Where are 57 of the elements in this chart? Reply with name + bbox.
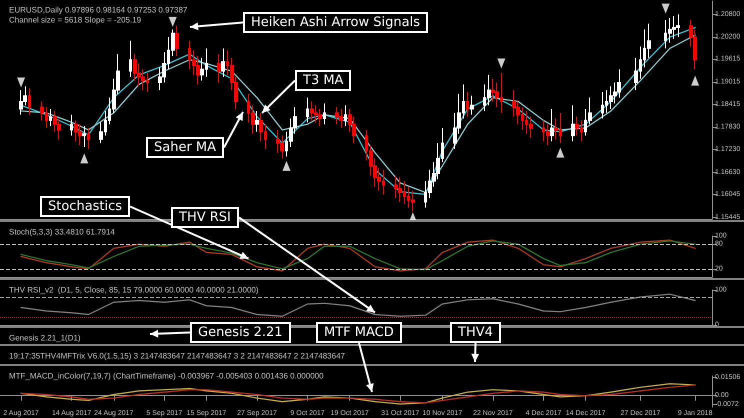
annotation: THV RSI bbox=[171, 207, 239, 228]
point bbox=[282, 160, 290, 171]
annotation: MTF MACD bbox=[316, 322, 402, 343]
candlestick bbox=[571, 104, 575, 142]
line-series bbox=[20, 294, 696, 317]
chart-title: THV RSI_v2 (D1, 5, Close, 85, 15 79.0000 60.0000 40.0000 21.0000) bbox=[9, 286, 259, 294]
candlestick bbox=[129, 40, 132, 78]
candlestick bbox=[676, 14, 680, 38]
annotation: Heiken Ashi Arrow Signals bbox=[243, 12, 428, 33]
chart-title: MTF_MACD_inColor(7,19,7) (ChartTimeframe) -0.003967 -0.005403 0.001436 0.000000 bbox=[9, 372, 324, 380]
text: Channel size = 5618 Slope = -205.19 bbox=[9, 16, 142, 24]
candlestick bbox=[87, 128, 90, 150]
point bbox=[662, 4, 670, 14]
text: Genesis 2.21_1(D1) bbox=[9, 334, 81, 342]
annotation: T3 MA bbox=[295, 70, 352, 91]
candlestick bbox=[609, 86, 613, 110]
candlestick bbox=[217, 54, 221, 84]
point bbox=[691, 76, 700, 86]
point bbox=[497, 58, 506, 69]
candlestick bbox=[78, 124, 82, 146]
candlestick bbox=[19, 90, 23, 116]
candlestick bbox=[74, 120, 78, 142]
chart-title: Stoch(5,3,3) 33.4810 61.7914 bbox=[9, 228, 116, 236]
candlestick bbox=[306, 97, 309, 123]
candlestick bbox=[314, 104, 318, 123]
candlestick bbox=[310, 100, 314, 121]
text: EURUSD,Daily 0.97896 0.98164 0.97253 0.97387 bbox=[9, 6, 188, 14]
candlestick bbox=[470, 95, 474, 116]
candlestick bbox=[221, 48, 225, 78]
point bbox=[168, 16, 177, 27]
candlestick bbox=[601, 91, 604, 120]
candlestick bbox=[344, 104, 347, 127]
annotation: Saher MA bbox=[146, 137, 224, 158]
annotation: Genesis 2.21 bbox=[190, 322, 291, 343]
candlestick bbox=[255, 110, 259, 132]
candlestick bbox=[339, 108, 343, 129]
candlestick bbox=[82, 126, 86, 148]
candlestick bbox=[394, 174, 398, 199]
candlestick bbox=[49, 108, 52, 127]
point bbox=[17, 78, 26, 88]
candlestick bbox=[318, 108, 322, 127]
candlestick bbox=[398, 176, 402, 202]
text: 19:17:35THV4MFTrix V6.0(1.5,15) 3 2147483647 2147483647 3 2 2147483647 2 2147483647 bbox=[9, 352, 346, 360]
candlestick bbox=[550, 108, 554, 142]
candlestick bbox=[70, 114, 73, 136]
candlestick bbox=[175, 25, 179, 56]
annotation: Stochastics bbox=[40, 196, 130, 217]
annotation: THV4 bbox=[450, 322, 501, 343]
candlestick bbox=[466, 91, 469, 118]
candlestick bbox=[411, 190, 415, 212]
candlestick bbox=[28, 88, 31, 116]
point bbox=[80, 153, 88, 164]
point bbox=[556, 148, 564, 158]
candlestick bbox=[323, 102, 326, 125]
candlestick bbox=[335, 106, 339, 125]
candlestick bbox=[672, 16, 676, 40]
candlestick bbox=[546, 124, 550, 146]
